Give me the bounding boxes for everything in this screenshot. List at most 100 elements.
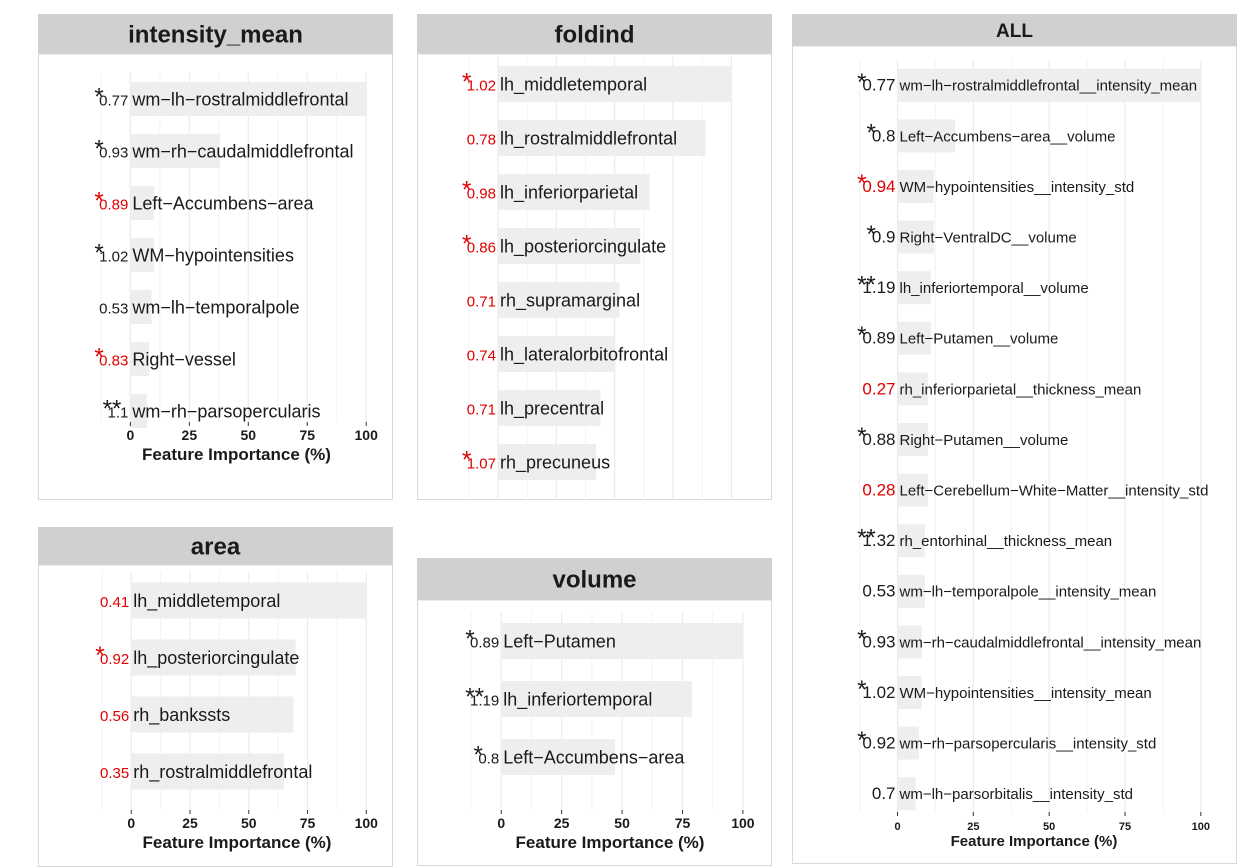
x-tick-label: 50 <box>1043 821 1055 833</box>
ratio-label: 0.35 <box>100 765 129 782</box>
bar <box>130 238 154 272</box>
x-tick-label: 75 <box>299 427 315 443</box>
ratio-label: 0.8 <box>478 750 499 767</box>
ratio-label: 1.32 <box>862 531 895 550</box>
panel-border <box>417 53 772 500</box>
significance-stars: * <box>462 177 471 204</box>
x-tick-label: 0 <box>127 815 135 831</box>
bar-label: Left−Accumbens−area <box>132 193 314 213</box>
bar-label: rh_supramarginal <box>500 290 640 311</box>
bar-label: lh_posteriorcingulate <box>133 648 299 669</box>
panel-title: foldind <box>555 22 635 49</box>
bar-label: lh_inferiortemporal__volume <box>900 280 1089 297</box>
panel-title: ALL <box>996 21 1033 42</box>
x-tick-label: 100 <box>1192 821 1210 833</box>
bar <box>897 119 956 153</box>
significance-stars: * <box>857 69 866 96</box>
bar <box>501 623 743 659</box>
bar <box>897 220 934 254</box>
x-tick-label: 0 <box>894 821 900 833</box>
ratio-label: 1.19 <box>470 692 499 709</box>
x-tick-label: 0 <box>126 427 134 443</box>
bar-label: lh_inferiorparietal <box>500 182 638 203</box>
bar-label: wm−rh−parsopercularis__intensity_std <box>899 736 1157 753</box>
bar <box>897 676 922 709</box>
bar <box>131 696 294 733</box>
significance-stars: * <box>857 170 866 197</box>
bar <box>498 282 620 318</box>
x-axis-title: Feature Importance (%) <box>143 833 332 852</box>
panel-border <box>417 599 772 866</box>
bar <box>897 726 919 760</box>
significance-stars: * <box>94 188 103 215</box>
bar-label: wm−lh−temporalpole__intensity_mean <box>899 584 1157 601</box>
bar <box>897 574 925 608</box>
bar-label: WM−hypointensities__intensity_mean <box>900 685 1152 702</box>
x-tick-label: 75 <box>1119 821 1131 833</box>
significance-stars: ** <box>103 396 122 423</box>
significance-stars: * <box>866 120 875 147</box>
bar <box>897 524 925 558</box>
significance-stars: * <box>462 231 471 258</box>
bar <box>498 228 641 264</box>
ratio-label: 0.86 <box>467 239 496 256</box>
ratio-label: 0.93 <box>99 144 128 161</box>
x-tick-label: 25 <box>554 815 570 831</box>
bar <box>130 186 154 220</box>
bar <box>130 394 147 428</box>
significance-stars: * <box>462 447 471 474</box>
significance-stars: * <box>95 642 104 669</box>
panel-header <box>417 14 772 54</box>
ratio-label: 1.19 <box>862 278 895 297</box>
ratio-label: 0.77 <box>99 92 128 109</box>
bar <box>897 423 928 456</box>
significance-stars: * <box>857 676 866 703</box>
ratio-label: 0.83 <box>99 352 128 369</box>
ratio-label: 0.74 <box>467 347 496 364</box>
ratio-label: 0.98 <box>467 185 496 202</box>
bar <box>897 170 934 203</box>
x-tick-label: 75 <box>300 815 316 831</box>
ratio-label: 0.56 <box>100 708 129 725</box>
chart-panel-foldind: foldindlh_middletemporal1.02*lh_rostralm… <box>417 14 772 500</box>
x-tick-label: 50 <box>614 815 630 831</box>
panel-border <box>792 45 1237 864</box>
x-axis-title: Feature Importance (%) <box>951 833 1118 850</box>
bar-label: lh_precentral <box>500 398 604 419</box>
bar-label: wm−lh−rostralmiddlefrontal__intensity_me… <box>899 78 1198 95</box>
ratio-label: 0.89 <box>862 329 895 348</box>
bar-label: Left−Putamen__volume <box>900 331 1059 348</box>
ratio-label: 0.8 <box>872 126 896 145</box>
ratio-label: 0.88 <box>862 430 895 449</box>
bar-label: lh_middletemporal <box>500 74 647 95</box>
bar-label: lh_lateralorbitofrontal <box>500 344 668 365</box>
x-axis-title: Feature Importance (%) <box>516 833 705 852</box>
ratio-label: 1.02 <box>467 77 496 94</box>
significance-stars: ** <box>465 684 484 711</box>
significance-stars: ** <box>857 271 876 298</box>
bar <box>897 372 928 406</box>
bar-label: Right−vessel <box>132 349 236 369</box>
bar <box>897 473 928 507</box>
ratio-label: 0.93 <box>862 632 895 651</box>
x-tick-label: 100 <box>731 815 755 831</box>
panel-border <box>38 53 393 500</box>
bar-label: lh_posteriorcingulate <box>500 236 666 257</box>
ratio-label: 0.53 <box>99 300 128 317</box>
significance-stars: * <box>462 69 471 96</box>
bar <box>498 66 732 102</box>
x-tick-label: 25 <box>182 815 198 831</box>
bar <box>131 753 284 790</box>
bar-label: rh_bankssts <box>133 705 230 726</box>
x-tick-label: 100 <box>355 815 379 831</box>
panel-header <box>38 14 393 54</box>
panel-header <box>792 14 1237 46</box>
significance-stars: ** <box>857 524 876 551</box>
chart-panel-volume: volumeLeft−Putamen0.89*lh_inferiortempor… <box>417 558 772 866</box>
panel-header <box>38 527 393 565</box>
bar <box>501 681 693 717</box>
bar <box>498 120 706 156</box>
x-tick-label: 100 <box>355 427 379 443</box>
ratio-label: 0.71 <box>467 293 496 310</box>
bar-label: Left−Accumbens−area__volume <box>900 128 1116 145</box>
